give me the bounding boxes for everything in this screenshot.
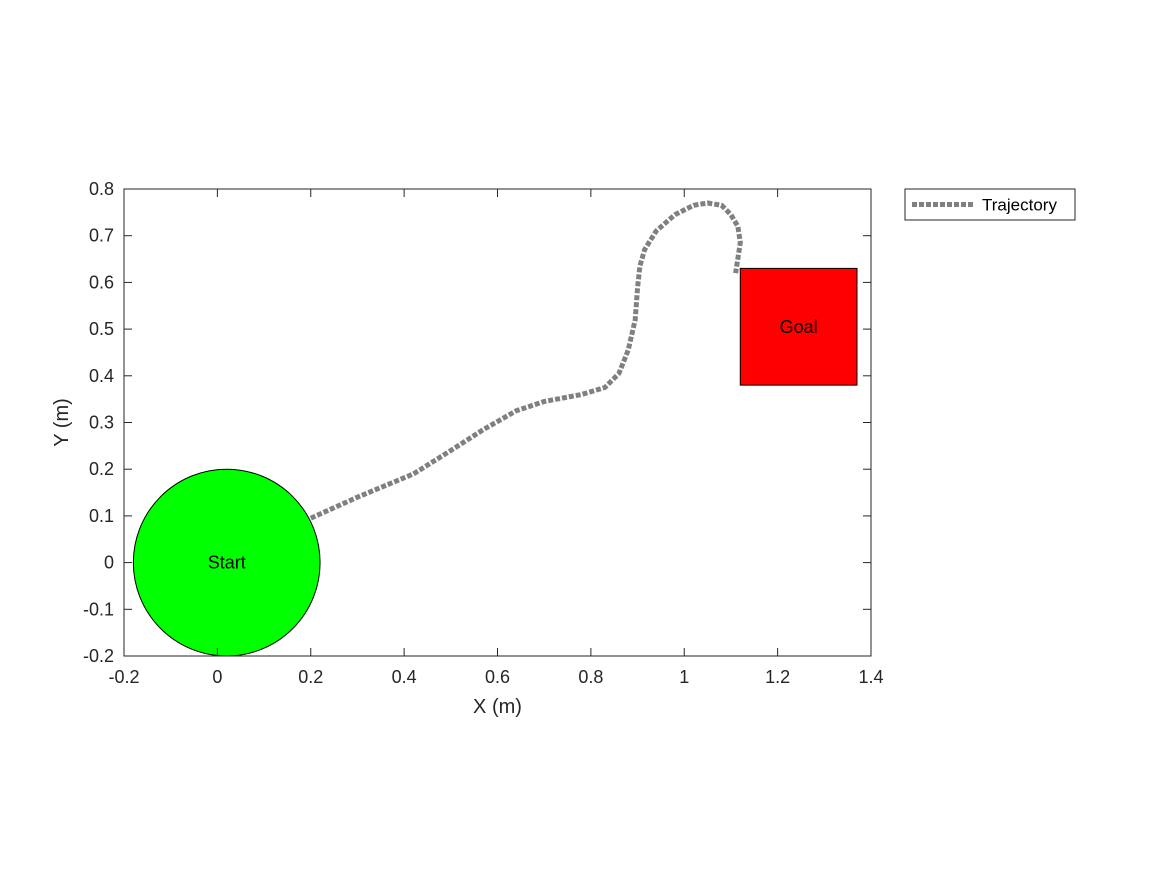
x-tick-label: -0.2 <box>108 667 139 687</box>
y-tick-label: 0.2 <box>89 459 114 479</box>
start-label: Start <box>208 553 246 573</box>
series-line-trajectory <box>309 200 743 521</box>
annotation-labels: Start Goal <box>208 317 818 573</box>
x-axis-label: X (m) <box>473 696 522 718</box>
x-tick-label: 0.2 <box>298 667 323 687</box>
x-tick-label: 0.4 <box>392 667 417 687</box>
y-tick-label: 0.6 <box>89 272 114 292</box>
x-tick-label: 1.2 <box>765 667 790 687</box>
y-tick-label: 0.3 <box>89 413 114 433</box>
x-tick-label: 0.6 <box>485 667 510 687</box>
series-layer <box>309 200 743 521</box>
legend: Trajectory <box>904 188 1076 221</box>
x-tick-label: 1 <box>679 667 689 687</box>
y-tick-label: 0 <box>104 553 114 573</box>
y-tick-label: 0.1 <box>89 506 114 526</box>
y-tick-label: -0.2 <box>83 646 114 666</box>
x-tick-label: 0 <box>212 667 222 687</box>
y-axis-label: Y (m) <box>51 398 73 447</box>
x-tick-label: 1.4 <box>858 667 883 687</box>
annotation-shapes <box>132 267 858 656</box>
axis-ticks: -0.2 0 0.2 0.4 0.6 0.8 1 1.2 1.4 -0.2 -0.1 0 0.1 0.2 0… <box>83 179 884 687</box>
y-tick-label: 0.7 <box>89 226 114 246</box>
legend-label-trajectory: Trajectory <box>982 196 1057 215</box>
x-tick-label: 0.8 <box>578 667 603 687</box>
goal-label: Goal <box>780 317 818 337</box>
y-tick-label: 0.8 <box>89 179 114 199</box>
y-tick-label: 0.4 <box>89 366 114 386</box>
goal-rectangle <box>739 267 858 386</box>
y-tick-label: 0.5 <box>89 319 114 339</box>
legend-box <box>904 188 1076 221</box>
y-tick-label: -0.1 <box>83 599 114 619</box>
